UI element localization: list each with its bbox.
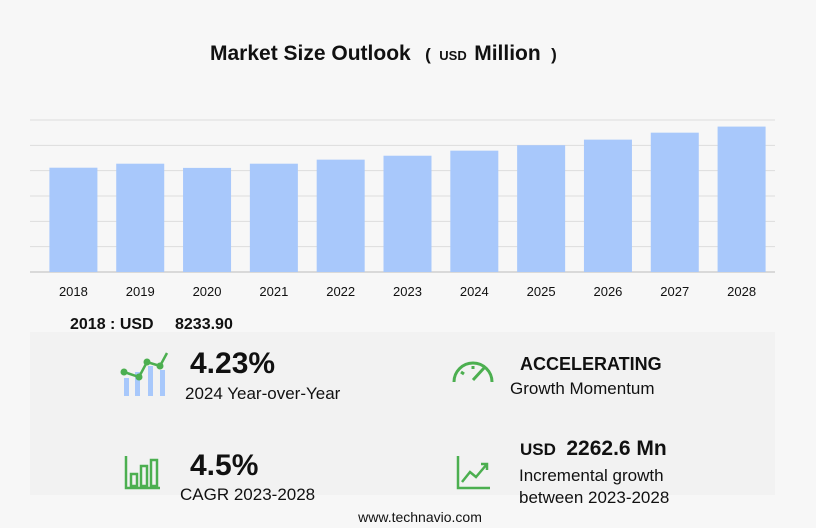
kpi-label: 2024 Year-over-Year xyxy=(185,384,341,403)
kpi-label: Incremental growth xyxy=(519,466,664,485)
kpi-label: CAGR 2023-2028 xyxy=(180,485,315,504)
x-tick-label: 2026 xyxy=(593,284,622,299)
gauge-icon xyxy=(452,361,494,383)
bar xyxy=(583,139,632,272)
unit-paren: ) xyxy=(551,45,557,64)
kpi-value: ACCELERATING xyxy=(520,354,662,374)
kpi-label: Growth Momentum xyxy=(510,379,655,398)
base-value: 8233.90 xyxy=(175,316,233,333)
unit-currency: USD xyxy=(439,48,466,63)
kpi-value: USD 2262.6 Mn xyxy=(520,437,667,460)
base-label: 2018 : USD xyxy=(70,316,154,333)
plot: 2018 2019 2020 2021 2022 2023 2024 2025 2026 2027… xyxy=(30,119,775,299)
unit-name: Million xyxy=(474,42,541,65)
bar xyxy=(249,163,298,272)
kpi-label: between 2023-2028 xyxy=(519,488,669,507)
bar xyxy=(650,132,699,272)
chart-title: Market Size Outlook ( USD Million ) xyxy=(210,42,557,65)
bar xyxy=(450,150,499,272)
x-tick-label: 2020 xyxy=(193,284,222,299)
x-tick-label: 2028 xyxy=(727,284,756,299)
bar xyxy=(316,159,365,272)
unit-paren: ( xyxy=(425,45,431,64)
bar xyxy=(49,167,98,272)
bar xyxy=(517,145,566,272)
kpi-value: 4.23% xyxy=(190,347,275,380)
x-tick-label: 2024 xyxy=(460,284,489,299)
summary-panel xyxy=(30,332,775,495)
footer: www.technavio.com xyxy=(357,509,482,525)
yoy-icon xyxy=(120,352,169,396)
x-tick-label: 2019 xyxy=(126,284,155,299)
growth-icon xyxy=(456,456,490,490)
kpi-value: 4.5% xyxy=(190,449,258,482)
bar xyxy=(383,155,432,272)
x-tick-label: 2021 xyxy=(259,284,288,299)
x-tick-label: 2018 xyxy=(59,284,88,299)
bar xyxy=(717,126,766,272)
x-tick-label: 2022 xyxy=(326,284,355,299)
kpi-prefix: USD xyxy=(520,440,556,459)
x-tick-label: 2027 xyxy=(660,284,689,299)
kpi-value-text: 2262.6 Mn xyxy=(566,437,666,460)
x-tick-label: 2025 xyxy=(527,284,556,299)
x-tick-label: 2023 xyxy=(393,284,422,299)
bar xyxy=(116,163,165,272)
cagr-icon xyxy=(124,456,160,490)
title-main: Market Size Outlook xyxy=(210,42,411,65)
bar xyxy=(183,167,232,272)
